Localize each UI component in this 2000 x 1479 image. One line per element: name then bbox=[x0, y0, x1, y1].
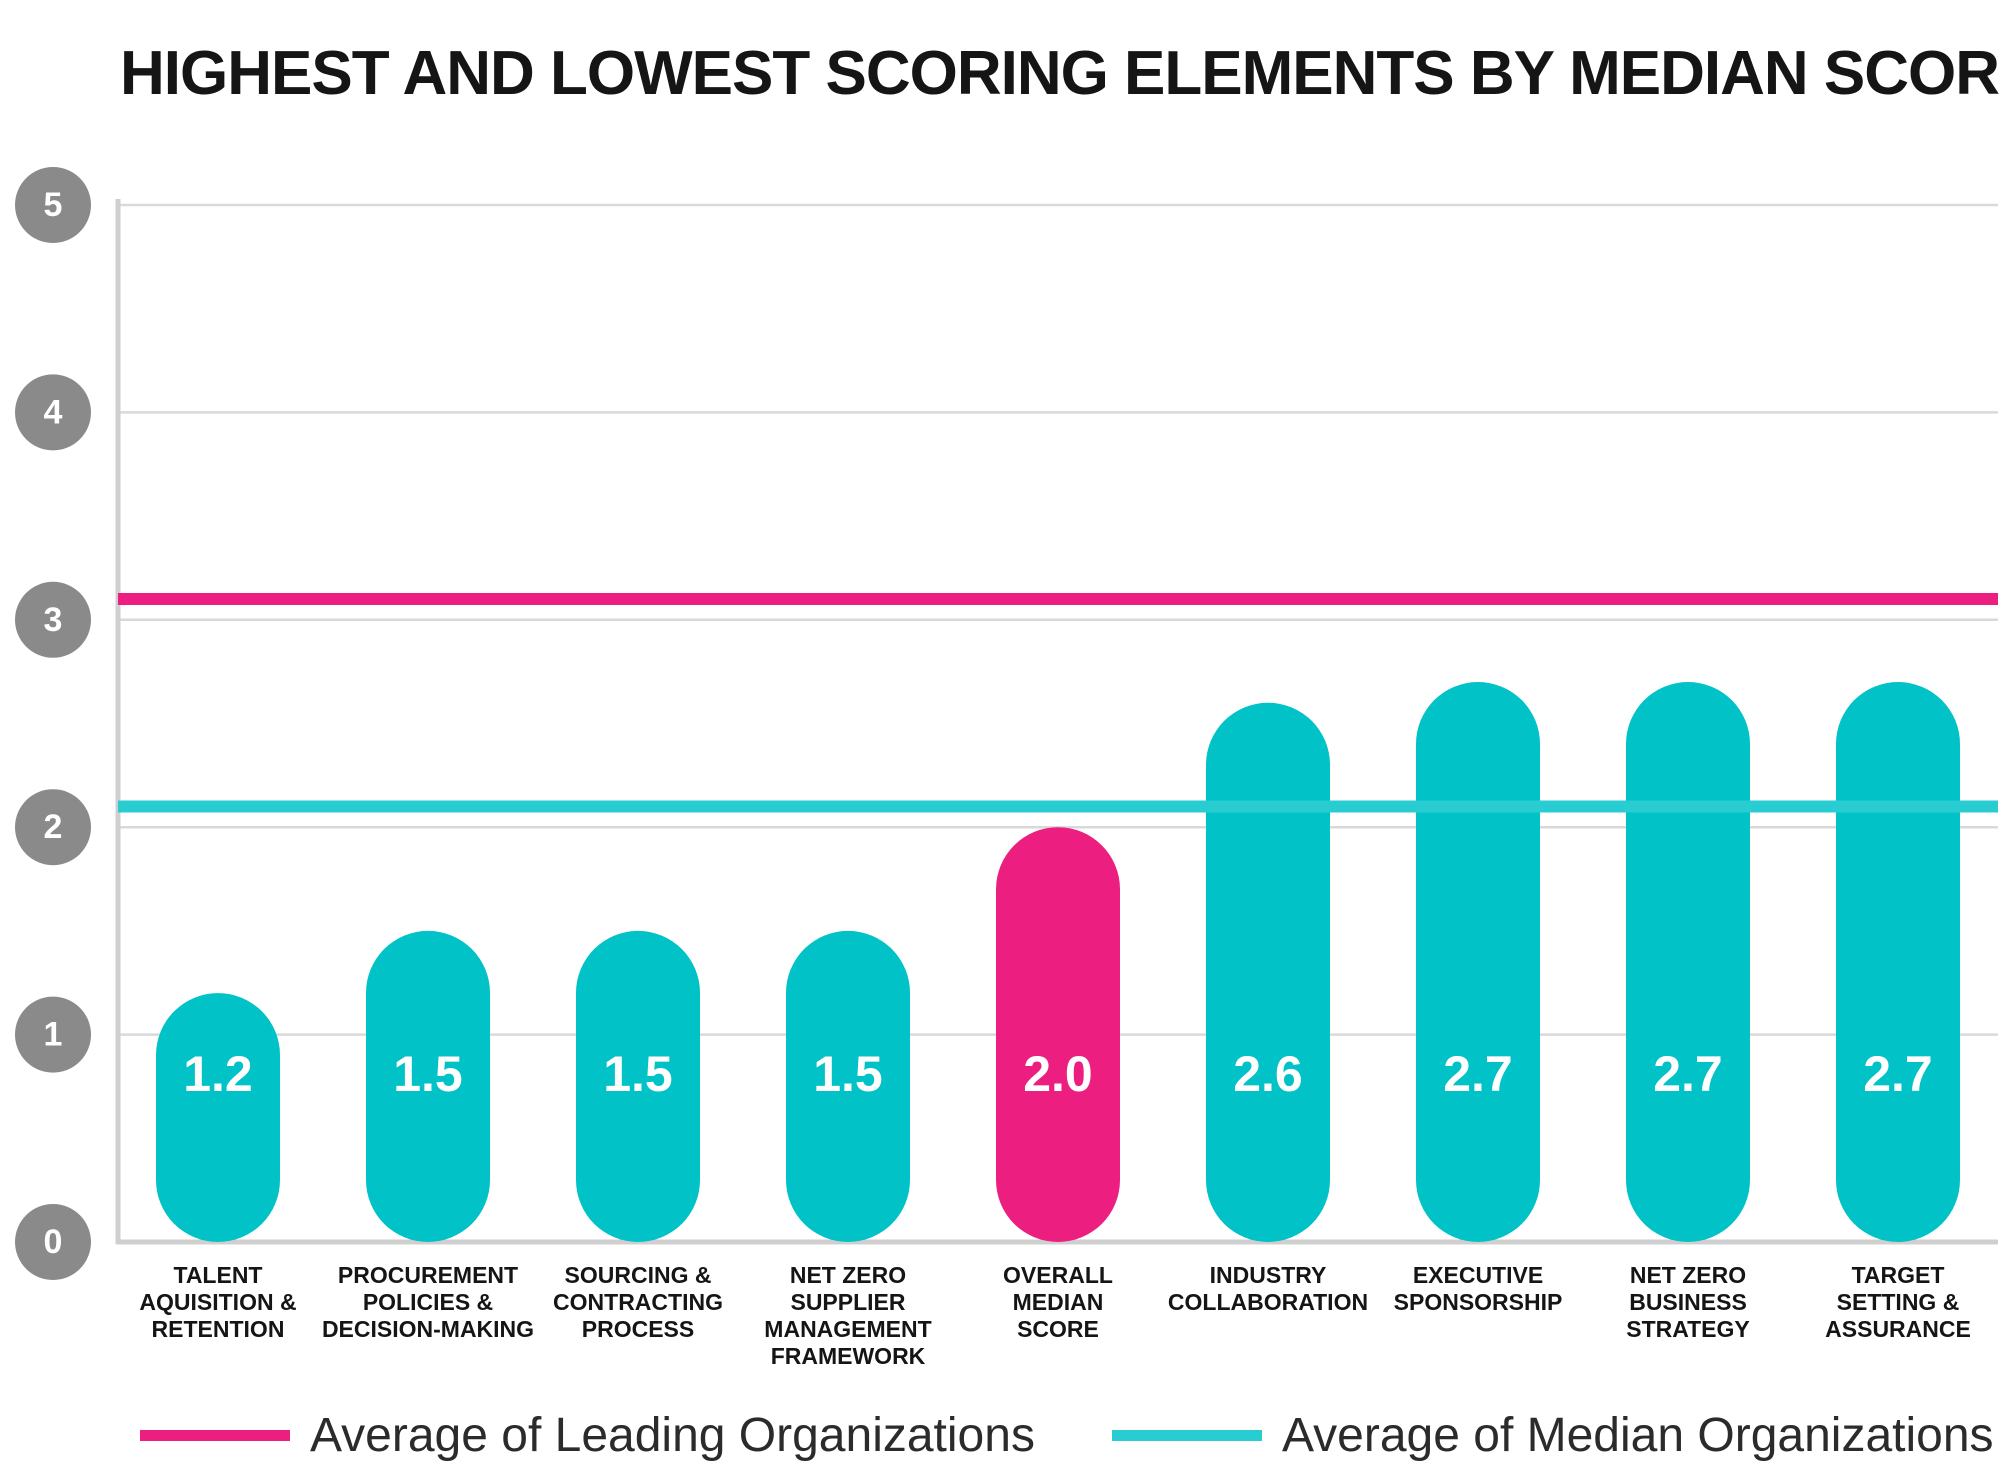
bar-6 bbox=[1206, 702, 1330, 1242]
bar-4 bbox=[786, 930, 910, 1242]
category-label-line: SPONSORSHIP bbox=[1393, 1289, 1563, 1315]
category-label-6: INDUSTRY COLLABORATION bbox=[1148, 1262, 1388, 1316]
legend-median: Average of Median Organizations bbox=[1112, 1400, 1994, 1470]
y-tick-badge-4 bbox=[15, 374, 91, 451]
y-tick-label-2: 2 bbox=[44, 808, 63, 846]
category-label-line: AQUISITION & bbox=[139, 1289, 297, 1315]
y-tick-label-5: 5 bbox=[44, 186, 63, 224]
bar-7 bbox=[1416, 682, 1540, 1242]
axes bbox=[115, 199, 1998, 1245]
y-tick-label-0: 0 bbox=[44, 1223, 63, 1261]
bar-2 bbox=[366, 930, 490, 1242]
y-tick-badges: 0 1 2 3 4 5 bbox=[15, 167, 91, 1280]
category-label-line: MEDIAN bbox=[1012, 1289, 1104, 1315]
bar-8 bbox=[1626, 682, 1750, 1242]
legend-leading: Average of Leading Organizations bbox=[140, 1400, 1035, 1470]
y-tick-label-1: 1 bbox=[44, 1016, 63, 1054]
bar-9 bbox=[1836, 682, 1960, 1242]
bar-value-label-1: 1.2 bbox=[183, 1046, 253, 1102]
bar-value-label-7: 2.7 bbox=[1443, 1046, 1513, 1102]
category-label-7: EXECUTIVE SPONSORSHIP bbox=[1358, 1262, 1598, 1316]
category-label-line: TARGET bbox=[1851, 1262, 1945, 1288]
category-label-line: DECISION-MAKING bbox=[321, 1316, 535, 1342]
y-tick-badge-1 bbox=[15, 996, 91, 1073]
bars bbox=[156, 682, 1960, 1242]
legend-label-median: Average of Median Organizations bbox=[1282, 1408, 1994, 1462]
bar-value-label-8: 2.7 bbox=[1653, 1046, 1723, 1102]
category-label-9: TARGET SETTING & ASSURANCE bbox=[1778, 1262, 2000, 1343]
category-label-4: NET ZERO SUPPLIER MANAGEMENT FRAMEWORK bbox=[728, 1262, 968, 1370]
category-label-line: POLICIES & bbox=[362, 1289, 494, 1315]
category-label-line: PROCESS bbox=[581, 1316, 695, 1342]
category-label-line: NET ZERO bbox=[1629, 1262, 1747, 1288]
bar-value-labels: 1.2 1.5 1.5 1.5 2.0 2.6 2.7 2.7 2.7 bbox=[183, 1046, 1933, 1102]
bar-value-label-4: 1.5 bbox=[813, 1046, 883, 1102]
bar-value-label-9: 2.7 bbox=[1863, 1046, 1933, 1102]
category-label-line: FRAMEWORK bbox=[770, 1343, 926, 1369]
category-label-line: TALENT bbox=[173, 1262, 263, 1288]
category-label-line: BUSINESS bbox=[1629, 1289, 1747, 1315]
legend-swatch-median bbox=[1112, 1429, 1262, 1441]
category-label-line: COLLABORATION bbox=[1167, 1289, 1369, 1315]
category-label-line: SUPPLIER bbox=[790, 1289, 906, 1315]
category-label-line: NET ZERO bbox=[789, 1262, 907, 1288]
bar-value-label-3: 1.5 bbox=[603, 1046, 673, 1102]
y-tick-badge-0 bbox=[15, 1204, 91, 1280]
category-label-line: RETENTION bbox=[151, 1316, 285, 1342]
bar-value-label-2: 1.5 bbox=[393, 1046, 463, 1102]
category-label-5: OVERALL MEDIAN SCORE bbox=[938, 1262, 1178, 1343]
y-tick-label-4: 4 bbox=[44, 393, 63, 431]
legend-swatch-leading bbox=[140, 1429, 290, 1441]
category-label-line: ASSURANCE bbox=[1825, 1316, 1971, 1342]
category-label-line: CONTRACTING bbox=[553, 1289, 723, 1315]
bar-3 bbox=[576, 930, 700, 1242]
chart-title: HIGHEST AND LOWEST SCORING ELEMENTS BY M… bbox=[120, 39, 2000, 108]
y-tick-label-3: 3 bbox=[44, 601, 63, 639]
reference-lines bbox=[118, 593, 1998, 813]
bar-value-label-6: 2.6 bbox=[1233, 1046, 1303, 1102]
category-label-line: SCORE bbox=[1017, 1316, 1099, 1342]
category-label-8: NET ZERO BUSINESS STRATEGY bbox=[1568, 1262, 1808, 1343]
category-label-line: SOURCING & bbox=[564, 1262, 712, 1288]
y-tick-badge-5 bbox=[15, 167, 91, 243]
category-label-line: INDUSTRY bbox=[1209, 1262, 1327, 1288]
category-label-3: SOURCING & CONTRACTING PROCESS bbox=[518, 1262, 758, 1343]
y-tick-badge-3 bbox=[15, 581, 91, 658]
category-label-line: SETTING & bbox=[1836, 1289, 1960, 1315]
category-label-line: MANAGEMENT bbox=[764, 1316, 932, 1342]
category-label-line: EXECUTIVE bbox=[1412, 1262, 1544, 1288]
bar-1 bbox=[156, 993, 280, 1242]
category-label-2: PROCUREMENT POLICIES & DECISION-MAKING bbox=[308, 1262, 548, 1343]
legend-label-leading: Average of Leading Organizations bbox=[310, 1408, 1035, 1462]
category-label-line: STRATEGY bbox=[1626, 1316, 1750, 1342]
category-label-line: PROCUREMENT bbox=[337, 1262, 519, 1288]
bar-5 bbox=[996, 827, 1120, 1242]
bar-value-label-5: 2.0 bbox=[1023, 1046, 1093, 1102]
category-label-line: OVERALL bbox=[1003, 1262, 1113, 1288]
category-label-1: TALENT AQUISITION & RETENTION bbox=[98, 1262, 338, 1343]
y-tick-badge-2 bbox=[15, 789, 91, 866]
